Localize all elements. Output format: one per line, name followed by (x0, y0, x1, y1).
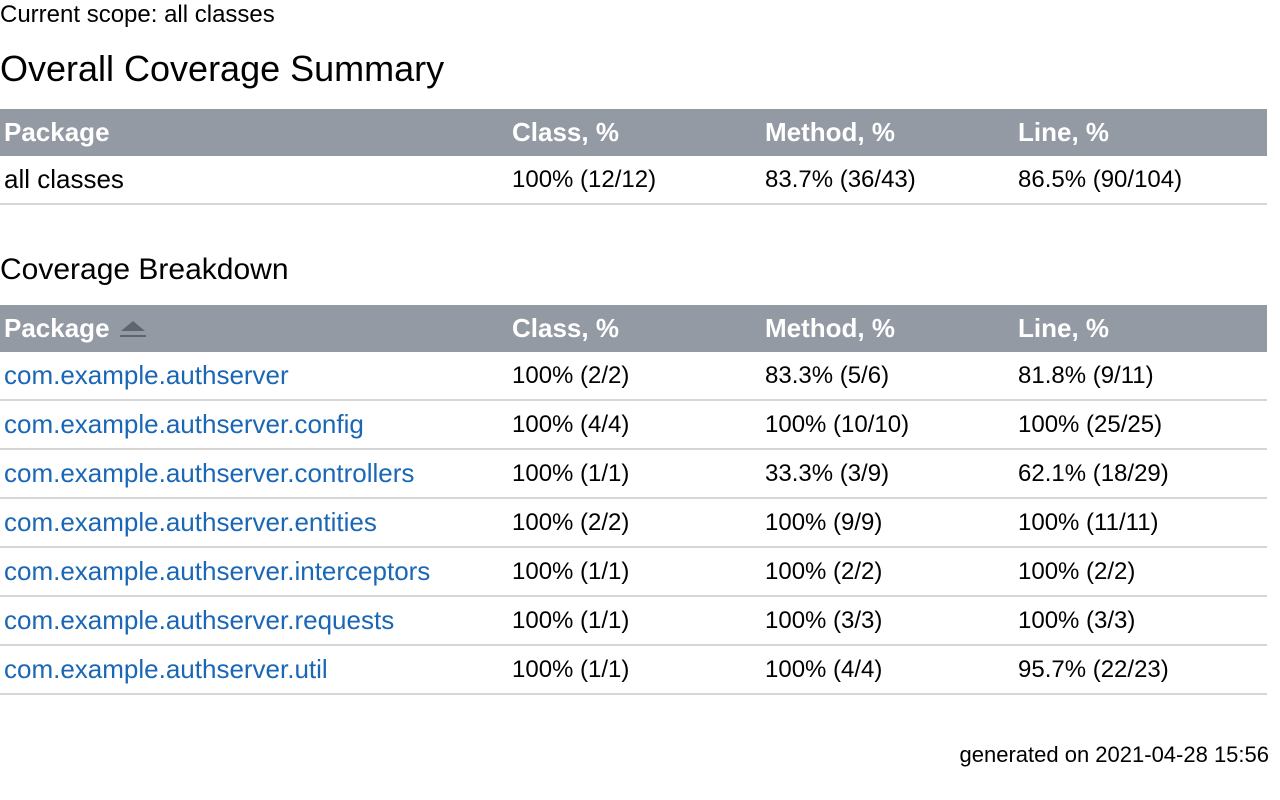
package-link[interactable]: com.example.authserver.requests (4, 605, 395, 635)
cell-line-coverage: 95.7% (22/23) (1014, 645, 1267, 695)
cell-class-coverage: 100% (4/4) (508, 400, 761, 450)
package-link[interactable]: com.example.authserver.controllers (4, 458, 415, 488)
cell-method-coverage: 33.3% (3/9) (761, 449, 1014, 499)
cell-class-coverage: 100% (2/2) (508, 498, 761, 548)
breakdown-header-package[interactable]: Package (0, 305, 508, 352)
breakdown-header-package-label: Package (4, 313, 110, 343)
summary-cell-class: 100% (12/12) (508, 156, 761, 205)
cell-method-coverage: 100% (2/2) (761, 547, 1014, 597)
cell-method-coverage: 100% (3/3) (761, 596, 1014, 646)
breakdown-header-line[interactable]: Line, % (1014, 305, 1267, 352)
breakdown-table: Package Class, % Method, % Line, % com.e… (0, 305, 1267, 695)
cell-line-coverage: 81.8% (9/11) (1014, 352, 1267, 401)
cell-method-coverage: 100% (9/9) (761, 498, 1014, 548)
package-link[interactable]: com.example.authserver.entities (4, 507, 377, 537)
table-row: com.example.authserver.interceptors 100%… (0, 547, 1267, 597)
summary-header-row: Package Class, % Method, % Line, % (0, 109, 1267, 156)
cell-method-coverage: 83.3% (5/6) (761, 352, 1014, 401)
table-row: com.example.authserver 100% (2/2) 83.3% … (0, 352, 1267, 401)
table-row: com.example.authserver.entities 100% (2/… (0, 498, 1267, 548)
breakdown-header-class[interactable]: Class, % (508, 305, 761, 352)
cell-line-coverage: 62.1% (18/29) (1014, 449, 1267, 499)
summary-cell-line: 86.5% (90/104) (1014, 156, 1267, 205)
breakdown-header-row: Package Class, % Method, % Line, % (0, 305, 1267, 352)
cell-line-coverage: 100% (3/3) (1014, 596, 1267, 646)
scope-label: Current scope: all classes (0, 1, 275, 28)
summary-cell-name: all classes (0, 156, 508, 205)
cell-line-coverage: 100% (25/25) (1014, 400, 1267, 450)
breakdown-title: Coverage Breakdown (0, 253, 289, 286)
cell-line-coverage: 100% (2/2) (1014, 547, 1267, 597)
table-row: com.example.authserver.controllers 100% … (0, 449, 1267, 499)
cell-class-coverage: 100% (1/1) (508, 645, 761, 695)
summary-cell-method: 83.7% (36/43) (761, 156, 1014, 205)
package-link[interactable]: com.example.authserver.util (4, 654, 328, 684)
cell-class-coverage: 100% (1/1) (508, 596, 761, 646)
cell-class-coverage: 100% (2/2) (508, 352, 761, 401)
cell-method-coverage: 100% (10/10) (761, 400, 1014, 450)
summary-header-line: Line, % (1014, 109, 1267, 156)
summary-header-class: Class, % (508, 109, 761, 156)
sort-ascending-icon[interactable] (119, 321, 146, 339)
cell-method-coverage: 100% (4/4) (761, 645, 1014, 695)
table-row: com.example.authserver.requests 100% (1/… (0, 596, 1267, 646)
table-row: com.example.authserver.util 100% (1/1) 1… (0, 645, 1267, 695)
cell-line-coverage: 100% (11/11) (1014, 498, 1267, 548)
cell-class-coverage: 100% (1/1) (508, 449, 761, 499)
breakdown-header-method[interactable]: Method, % (761, 305, 1014, 352)
page-title: Overall Coverage Summary (0, 48, 445, 89)
package-link[interactable]: com.example.authserver.interceptors (4, 556, 431, 586)
table-row: com.example.authserver.config 100% (4/4)… (0, 400, 1267, 450)
cell-class-coverage: 100% (1/1) (508, 547, 761, 597)
summary-row: all classes 100% (12/12) 83.7% (36/43) 8… (0, 156, 1267, 205)
package-link[interactable]: com.example.authserver (4, 360, 289, 390)
summary-header-package: Package (0, 109, 508, 156)
summary-header-method: Method, % (761, 109, 1014, 156)
package-link[interactable]: com.example.authserver.config (4, 409, 364, 439)
generated-timestamp: generated on 2021-04-28 15:56 (959, 742, 1269, 767)
summary-table: Package Class, % Method, % Line, % all c… (0, 109, 1267, 205)
